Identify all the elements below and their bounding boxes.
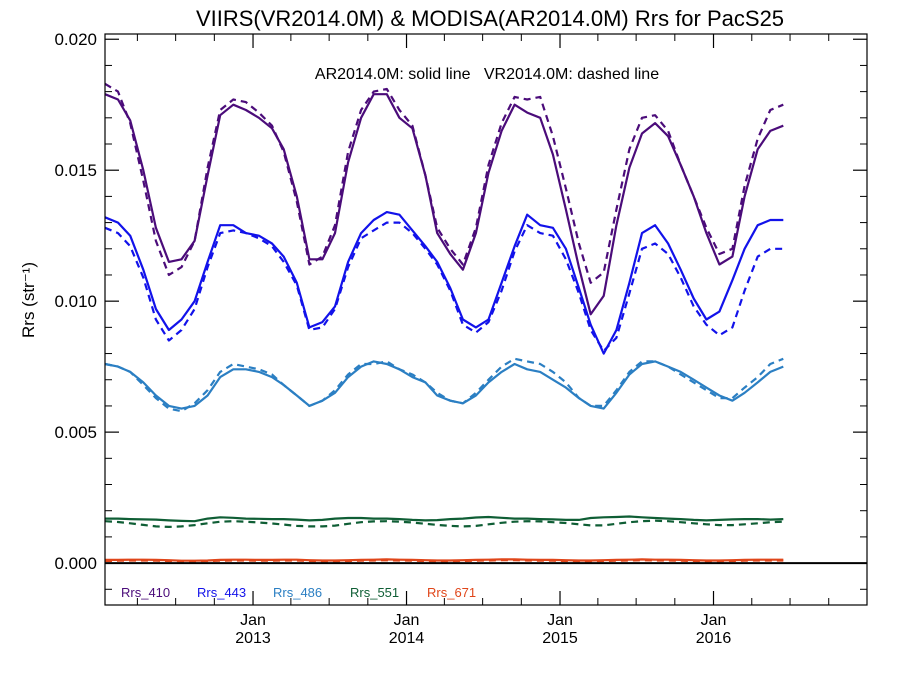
series-line-rrs-671-dashed [104, 559, 784, 563]
y-tick-label: 0.010 [54, 292, 97, 311]
x-tick-label-month: Jan [394, 612, 420, 629]
series-line-rrs-486-solid [104, 360, 784, 410]
series-layer [104, 82, 784, 563]
plot-frame [104, 33, 868, 606]
chart-title: VIIRS(VR2014.0M) & MODISA(AR2014.0M) Rrs… [196, 6, 784, 31]
y-tick-label: 0.015 [54, 161, 97, 180]
x-tick-label-year: 2014 [389, 630, 425, 647]
legend-item-rrs-486: Rrs_486 [273, 585, 322, 600]
y-axis-label: Rrs (str⁻¹) [19, 262, 38, 338]
series-line-rrs-551-dashed [104, 519, 784, 529]
x-tick-label-month: Jan [547, 612, 573, 629]
legend: Rrs_410 Rrs_443 Rrs_486 Rrs_551 Rrs_671 [121, 585, 476, 600]
legend-item-rrs-551: Rrs_551 [350, 585, 399, 600]
x-tick-label-year: 2015 [542, 630, 578, 647]
y-tick-label: 0.020 [54, 30, 97, 49]
series-line-rrs-410-solid [104, 93, 784, 316]
tick-layer [105, 34, 867, 605]
x-tick-label-year: 2016 [696, 630, 732, 647]
x-tick-label-year: 2013 [235, 630, 271, 647]
series-line-rrs-443-solid [104, 211, 784, 355]
chart-annotation: AR2014.0M: solid line VR2014.0M: dashed … [315, 66, 659, 83]
legend-item-rrs-671: Rrs_671 [427, 585, 476, 600]
y-tick-label: 0.000 [54, 554, 97, 573]
series-line-rrs-443-dashed [104, 221, 784, 352]
legend-item-rrs-410: Rrs_410 [121, 585, 170, 600]
y-tick-label: 0.005 [54, 423, 97, 442]
series-line-rrs-410-dashed [104, 82, 784, 284]
series-line-rrs-551-solid [105, 515, 784, 523]
x-tick-label-month: Jan [240, 612, 266, 629]
tick-label-layer: 0.0000.0050.0100.0150.020Jan2013Jan2014J… [54, 30, 731, 647]
series-line-rrs-486-dashed [104, 357, 784, 413]
x-tick-label-month: Jan [701, 612, 727, 629]
legend-item-rrs-443: Rrs_443 [197, 585, 246, 600]
